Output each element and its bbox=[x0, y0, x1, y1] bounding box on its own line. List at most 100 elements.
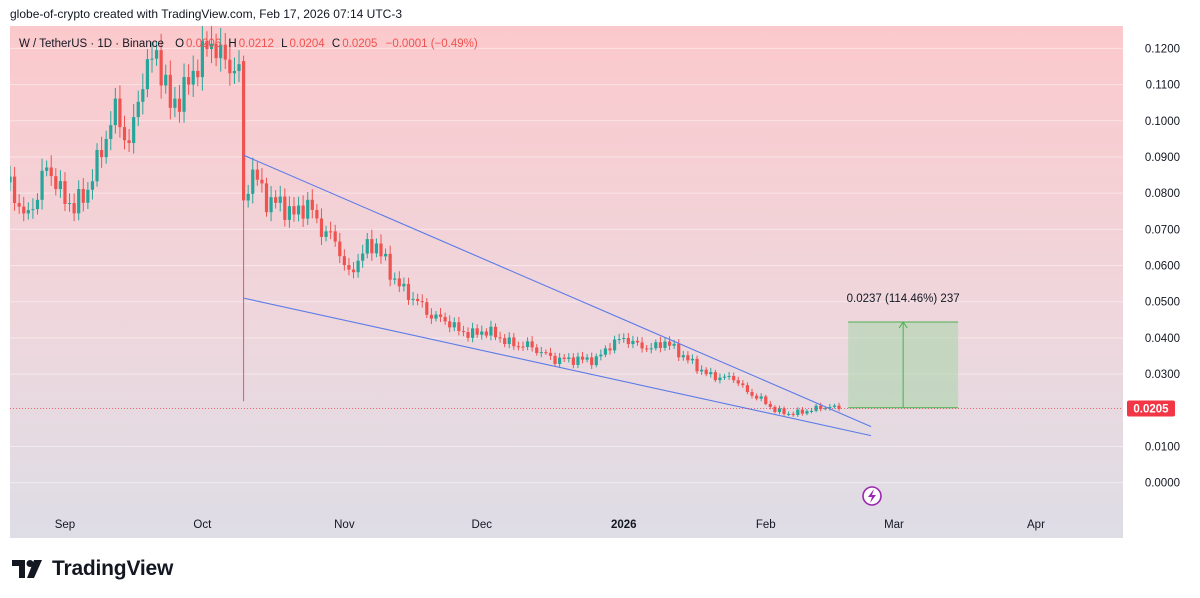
candle-down bbox=[315, 209, 319, 219]
candle-up bbox=[361, 253, 365, 261]
candle-down bbox=[406, 283, 411, 300]
candle-down bbox=[466, 332, 470, 338]
candle-up bbox=[145, 59, 150, 90]
candle-down bbox=[260, 179, 264, 184]
candle-down bbox=[310, 199, 314, 210]
candle-down bbox=[493, 326, 498, 338]
candle-down bbox=[819, 405, 823, 410]
candle-down bbox=[741, 383, 745, 386]
candle-down bbox=[658, 342, 662, 348]
last-price-label: 0.0205 bbox=[1133, 403, 1169, 415]
y-tick-label: 0.0300 bbox=[1145, 369, 1180, 381]
candle-up bbox=[823, 408, 827, 410]
candle-up bbox=[356, 260, 360, 273]
price-axis-background bbox=[1123, 26, 1190, 538]
x-tick-label: Feb bbox=[756, 519, 776, 531]
candle-down bbox=[338, 241, 342, 257]
candle-down bbox=[750, 392, 754, 396]
candle-down bbox=[768, 403, 772, 407]
candle-down bbox=[416, 298, 420, 302]
legend-close-value: 0.0205 bbox=[342, 38, 377, 50]
y-tick-label: 0.0600 bbox=[1145, 261, 1180, 273]
candle-up bbox=[306, 199, 310, 219]
candle-up bbox=[173, 98, 177, 108]
candle-down bbox=[535, 347, 539, 354]
candle-up bbox=[681, 355, 685, 358]
candle-down bbox=[127, 140, 131, 144]
candle-down bbox=[264, 183, 269, 213]
candle-down bbox=[81, 189, 85, 203]
candle-down bbox=[548, 352, 553, 356]
y-tick-label: 0.0900 bbox=[1145, 152, 1180, 164]
x-tick-label: Dec bbox=[472, 519, 493, 531]
y-tick-label: 0.0000 bbox=[1145, 478, 1180, 490]
legend-symbol: W / TetherUS · 1D · Binance bbox=[19, 38, 164, 50]
candle-down bbox=[72, 203, 76, 214]
price-chart[interactable]: 0.0237 (114.46%) 237 0.1200 0.1100 0.1000 0… bbox=[8, 24, 1190, 538]
x-tick-label: Apr bbox=[1027, 519, 1045, 531]
candle-up bbox=[35, 199, 40, 210]
legend-high-value: 0.0212 bbox=[239, 38, 274, 50]
chart-svg[interactable]: 0.0237 (114.46%) 237 0.12000.11000.10000… bbox=[8, 24, 1190, 538]
candle-down bbox=[168, 74, 172, 108]
candle-up bbox=[136, 101, 140, 118]
candle-down bbox=[512, 337, 516, 347]
candle-down bbox=[608, 348, 612, 351]
candle-down bbox=[475, 328, 479, 335]
candle-up bbox=[832, 405, 837, 407]
candle-up bbox=[45, 167, 49, 171]
candle-down bbox=[457, 322, 461, 332]
candle-down bbox=[635, 340, 640, 343]
plot-background bbox=[10, 26, 1123, 538]
candle-up bbox=[31, 209, 35, 211]
candle-up bbox=[383, 253, 388, 257]
candle-down bbox=[640, 342, 644, 349]
candle-up bbox=[558, 357, 562, 364]
candle-down bbox=[177, 98, 182, 112]
candle-up bbox=[649, 348, 653, 350]
candle-down bbox=[223, 44, 227, 60]
candle-up bbox=[95, 149, 99, 182]
candle-up bbox=[374, 243, 379, 254]
candle-up bbox=[246, 193, 250, 201]
candle-up bbox=[663, 341, 667, 348]
candle-up bbox=[622, 337, 626, 340]
candle-up bbox=[507, 337, 511, 344]
candle-down bbox=[351, 269, 356, 273]
candle-down bbox=[255, 169, 259, 180]
candle-up bbox=[828, 406, 832, 409]
candle-down bbox=[420, 301, 424, 303]
candle-down bbox=[800, 409, 804, 414]
candle-up bbox=[480, 331, 484, 335]
lightning-icon[interactable] bbox=[862, 486, 882, 506]
candle-up bbox=[200, 40, 204, 78]
drawings: 0.0237 (114.46%) 237 bbox=[10, 154, 1123, 437]
candle-up bbox=[8, 176, 12, 183]
candle-down bbox=[695, 358, 699, 372]
candle-up bbox=[434, 314, 438, 319]
chart-attribution: globe-of-crypto created with TradingView… bbox=[10, 7, 402, 21]
candle-down bbox=[580, 356, 585, 360]
candle-down bbox=[521, 346, 525, 348]
candle-up bbox=[191, 70, 195, 85]
candle-up bbox=[709, 372, 713, 375]
candle-up bbox=[109, 125, 113, 139]
candle-down bbox=[448, 321, 452, 328]
candle-up bbox=[132, 117, 136, 144]
footer: TradingView bbox=[12, 556, 173, 582]
y-tick-label: 0.0100 bbox=[1145, 441, 1180, 453]
legend-open-label: O bbox=[175, 38, 184, 50]
candle-up bbox=[672, 343, 676, 346]
candle-down bbox=[590, 357, 594, 366]
candle-down bbox=[370, 239, 374, 254]
legend-open-value: 0.0206 bbox=[186, 38, 221, 50]
candle-down bbox=[667, 341, 672, 346]
candle-down bbox=[571, 357, 575, 365]
legend-line: W / TetherUS · 1D · Binance O 0.0206 H 0.0… bbox=[19, 38, 478, 50]
y-tick-label: 0.0500 bbox=[1145, 297, 1180, 309]
candle-down bbox=[562, 357, 566, 360]
candle-up bbox=[471, 328, 475, 338]
candle-down bbox=[63, 181, 67, 204]
candle-down bbox=[118, 98, 122, 128]
candle-up bbox=[585, 357, 589, 360]
